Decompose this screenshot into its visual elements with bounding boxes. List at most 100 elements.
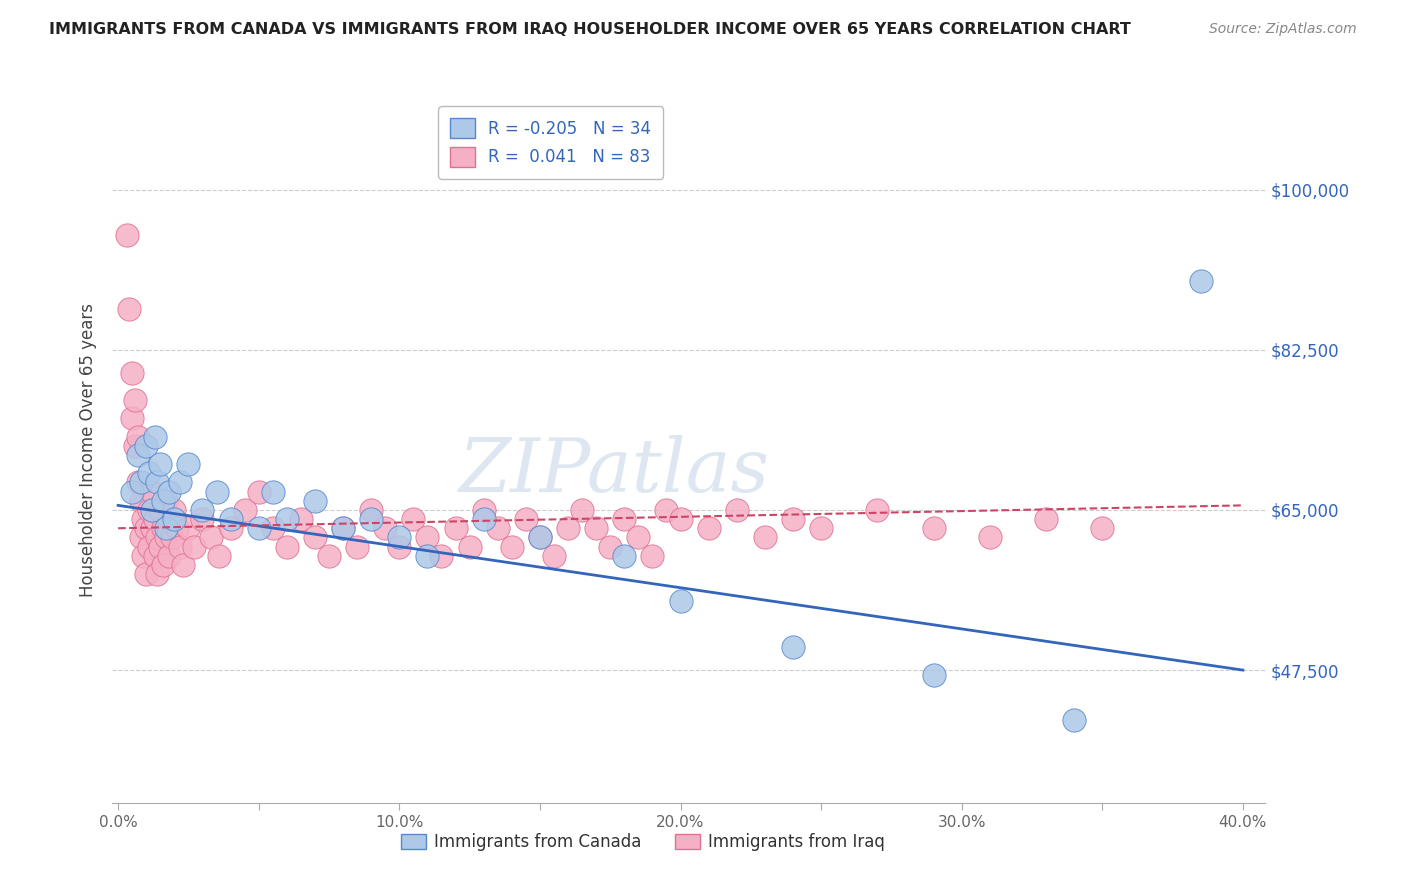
- Point: [152, 493, 174, 508]
- Point: [374, 521, 396, 535]
- Point: [129, 493, 152, 508]
- Point: [118, 301, 141, 316]
- Point: [754, 530, 776, 544]
- Point: [458, 540, 481, 554]
- Point: [276, 512, 298, 526]
- Point: [247, 484, 270, 499]
- Point: [149, 503, 172, 517]
- Point: [613, 512, 636, 526]
- Point: [149, 457, 172, 471]
- Point: [177, 457, 200, 471]
- Point: [1063, 714, 1085, 728]
- Point: [208, 549, 231, 563]
- Point: [501, 540, 523, 554]
- Point: [444, 521, 467, 535]
- Point: [557, 521, 579, 535]
- Point: [149, 540, 172, 554]
- Point: [290, 512, 312, 526]
- Point: [121, 366, 143, 380]
- Point: [157, 512, 180, 526]
- Point: [416, 530, 439, 544]
- Point: [402, 512, 425, 526]
- Point: [155, 530, 177, 544]
- Point: [233, 503, 256, 517]
- Point: [304, 493, 326, 508]
- Point: [669, 512, 692, 526]
- Point: [782, 512, 804, 526]
- Point: [486, 521, 509, 535]
- Point: [155, 493, 177, 508]
- Point: [360, 512, 382, 526]
- Point: [129, 475, 152, 490]
- Point: [191, 512, 214, 526]
- Point: [141, 521, 163, 535]
- Point: [138, 467, 160, 481]
- Point: [121, 484, 143, 499]
- Point: [157, 549, 180, 563]
- Point: [627, 530, 650, 544]
- Point: [191, 503, 214, 517]
- Point: [304, 530, 326, 544]
- Point: [152, 558, 174, 572]
- Point: [138, 540, 160, 554]
- Point: [543, 549, 565, 563]
- Point: [515, 512, 537, 526]
- Point: [143, 512, 166, 526]
- Point: [160, 530, 183, 544]
- Point: [200, 530, 222, 544]
- Point: [922, 667, 945, 681]
- Point: [388, 530, 411, 544]
- Point: [613, 549, 636, 563]
- Y-axis label: Householder Income Over 65 years: Householder Income Over 65 years: [79, 303, 97, 598]
- Text: ZIPatlas: ZIPatlas: [458, 435, 769, 508]
- Point: [115, 228, 138, 243]
- Point: [922, 521, 945, 535]
- Point: [571, 503, 593, 517]
- Point: [124, 393, 146, 408]
- Point: [143, 549, 166, 563]
- Point: [262, 521, 284, 535]
- Point: [332, 521, 354, 535]
- Text: Source: ZipAtlas.com: Source: ZipAtlas.com: [1209, 22, 1357, 37]
- Point: [388, 540, 411, 554]
- Point: [725, 503, 748, 517]
- Point: [166, 521, 188, 535]
- Point: [138, 503, 160, 517]
- Point: [121, 411, 143, 425]
- Point: [177, 521, 200, 535]
- Point: [141, 503, 163, 517]
- Point: [127, 430, 149, 444]
- Point: [1091, 521, 1114, 535]
- Point: [979, 530, 1001, 544]
- Point: [183, 540, 205, 554]
- Point: [1035, 512, 1057, 526]
- Point: [172, 558, 194, 572]
- Point: [697, 521, 720, 535]
- Point: [669, 594, 692, 608]
- Point: [360, 503, 382, 517]
- Point: [866, 503, 889, 517]
- Point: [124, 439, 146, 453]
- Point: [169, 475, 191, 490]
- Point: [346, 540, 368, 554]
- Point: [276, 540, 298, 554]
- Text: IMMIGRANTS FROM CANADA VS IMMIGRANTS FROM IRAQ HOUSEHOLDER INCOME OVER 65 YEARS : IMMIGRANTS FROM CANADA VS IMMIGRANTS FRO…: [49, 22, 1130, 37]
- Point: [143, 430, 166, 444]
- Point: [641, 549, 664, 563]
- Point: [141, 484, 163, 499]
- Legend: Immigrants from Canada, Immigrants from Iraq: Immigrants from Canada, Immigrants from …: [394, 827, 891, 858]
- Point: [416, 549, 439, 563]
- Point: [529, 530, 551, 544]
- Point: [782, 640, 804, 655]
- Point: [135, 521, 157, 535]
- Point: [163, 512, 186, 526]
- Point: [262, 484, 284, 499]
- Point: [155, 521, 177, 535]
- Point: [152, 521, 174, 535]
- Point: [135, 439, 157, 453]
- Point: [129, 530, 152, 544]
- Point: [146, 567, 169, 582]
- Point: [585, 521, 607, 535]
- Point: [472, 503, 495, 517]
- Point: [219, 512, 242, 526]
